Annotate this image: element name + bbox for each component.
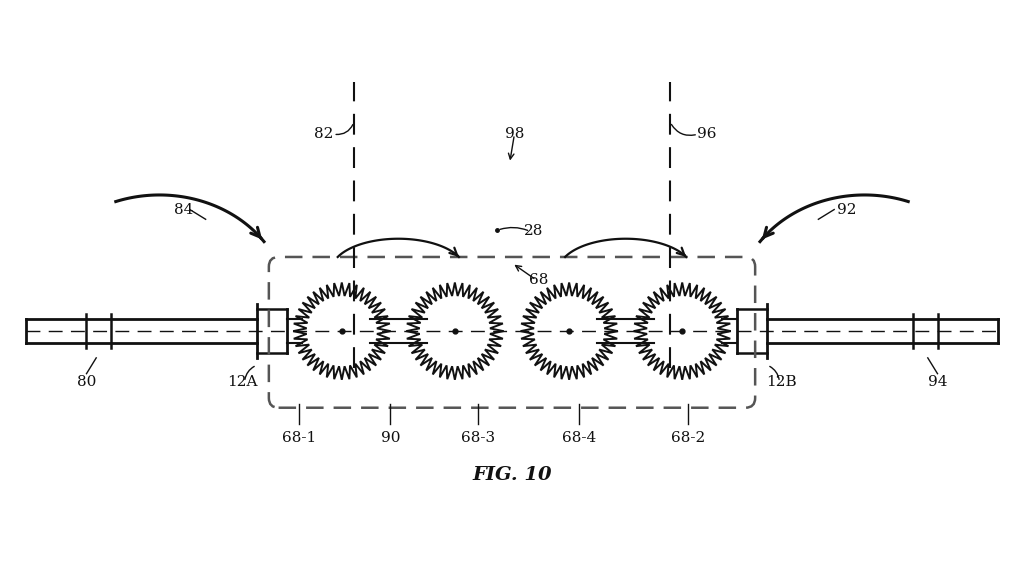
- Text: 94: 94: [928, 375, 947, 389]
- Text: 28: 28: [524, 224, 544, 238]
- Text: 12B: 12B: [767, 375, 798, 389]
- Text: FIG. 10: FIG. 10: [472, 466, 552, 484]
- Text: 80: 80: [77, 375, 96, 389]
- Text: 92: 92: [837, 203, 856, 216]
- Text: 68-4: 68-4: [562, 431, 596, 445]
- Text: 12A: 12A: [227, 375, 257, 389]
- Text: 82: 82: [314, 127, 333, 141]
- Text: 98: 98: [505, 127, 524, 141]
- Text: 84: 84: [174, 203, 194, 216]
- Text: 96: 96: [696, 127, 716, 141]
- Text: 68: 68: [529, 273, 549, 287]
- Text: 90: 90: [381, 431, 400, 445]
- Text: 68-2: 68-2: [671, 431, 706, 445]
- Text: 68-1: 68-1: [283, 431, 316, 445]
- Text: 68-3: 68-3: [461, 431, 495, 445]
